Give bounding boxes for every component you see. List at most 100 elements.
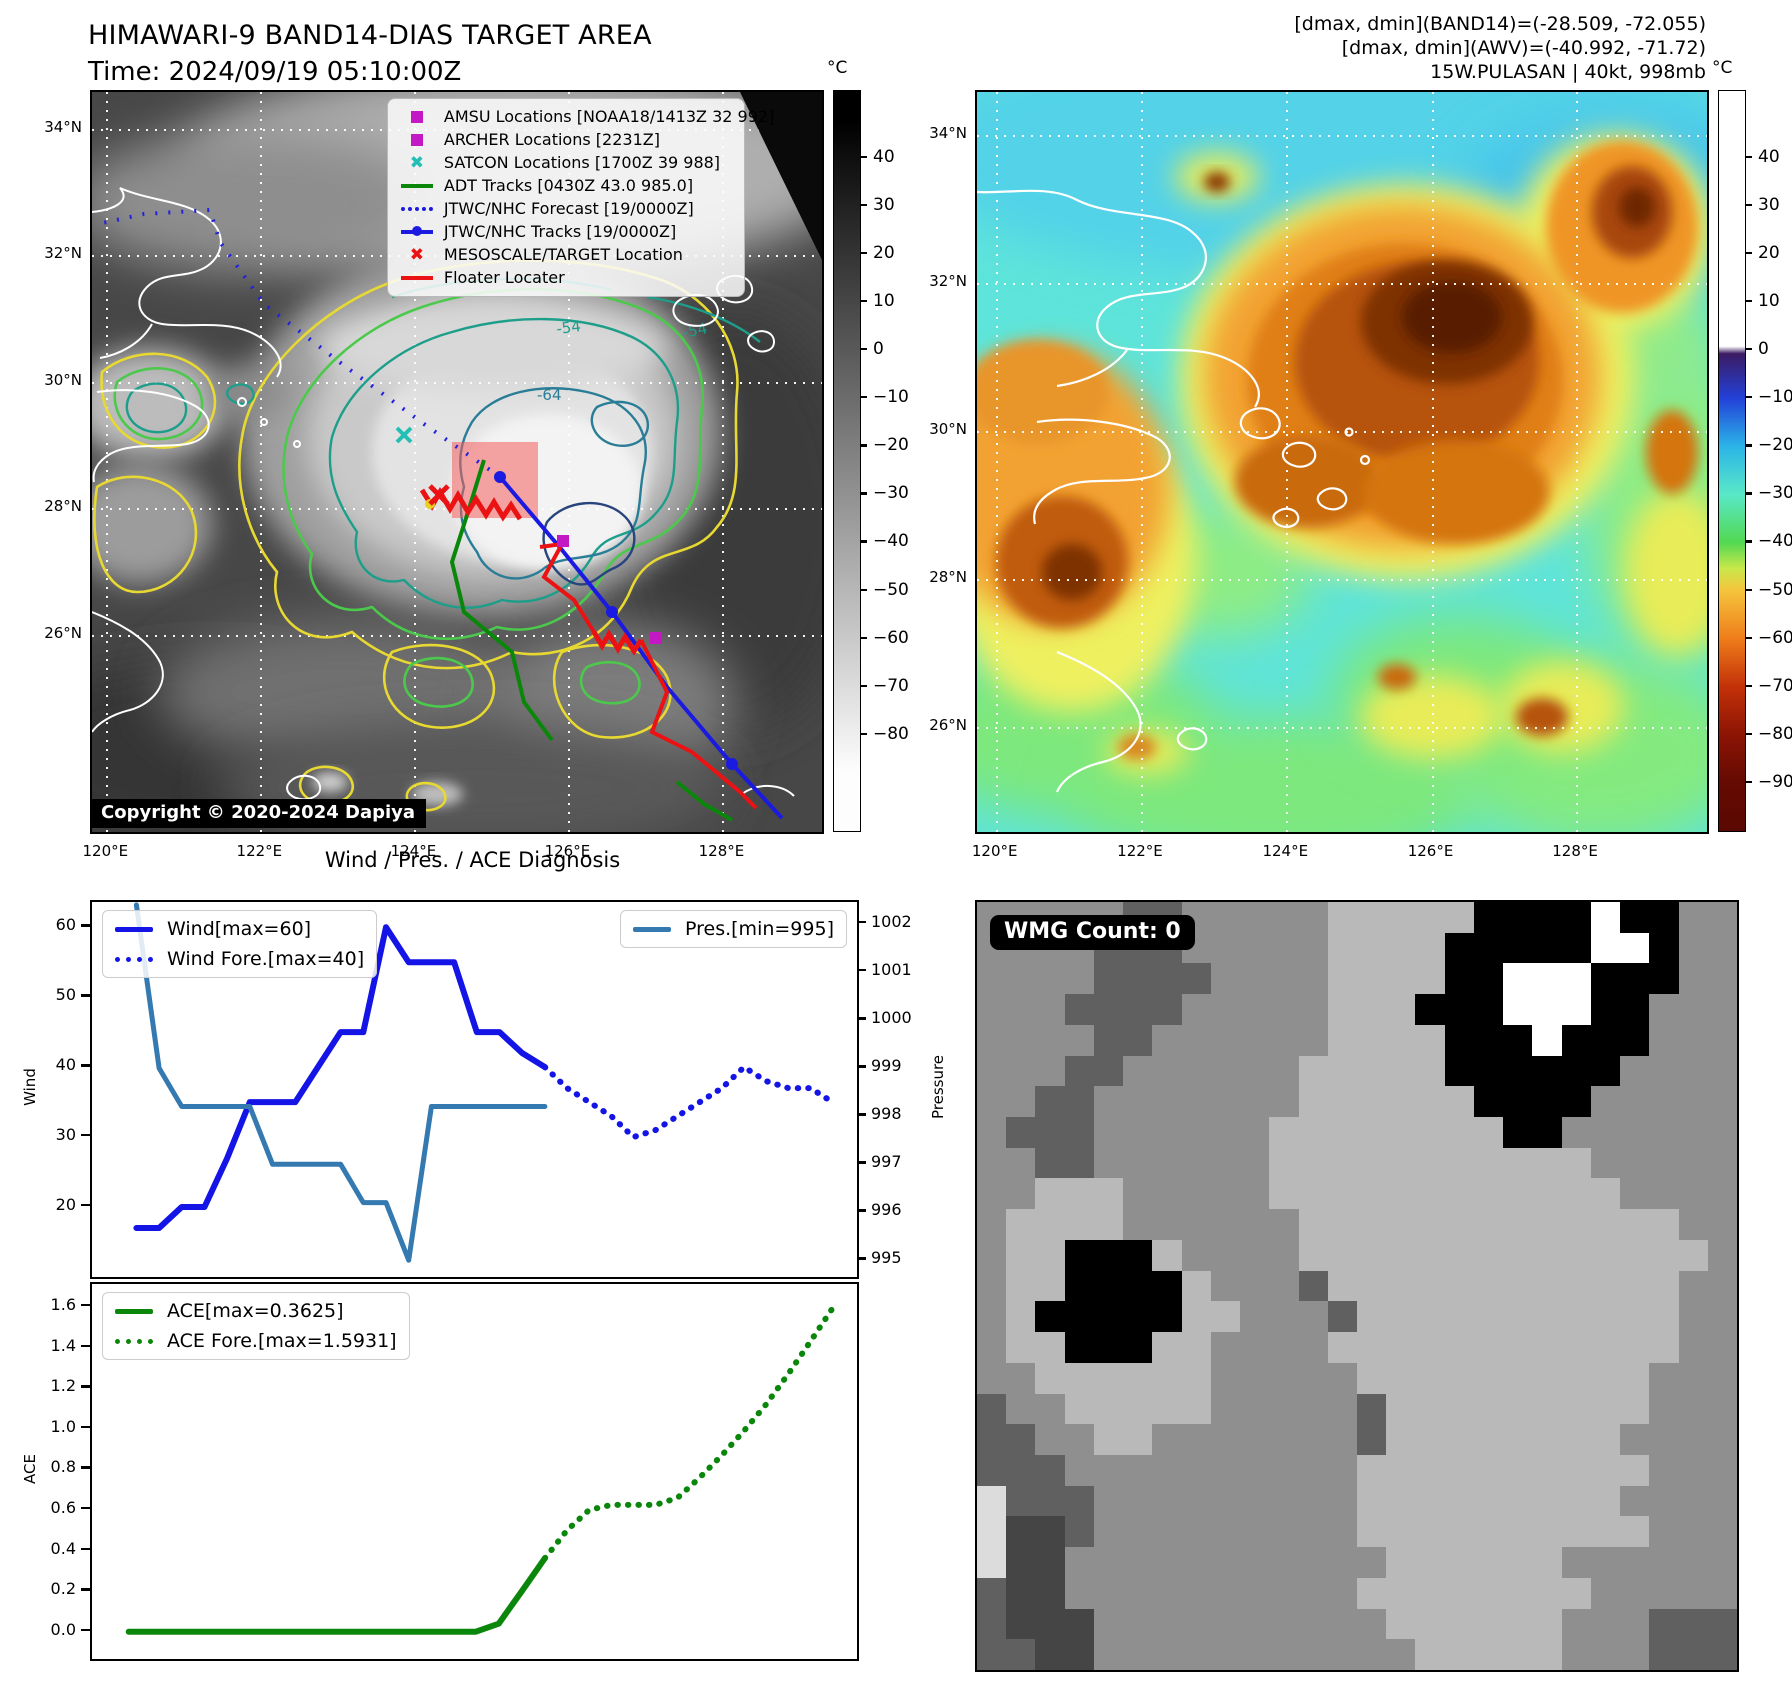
band14-lat-tick-label: 34°N — [44, 117, 82, 136]
colorbar-tick-label: −10 — [873, 387, 909, 408]
wmg-cell — [1590, 1608, 1621, 1640]
wmg-cell — [1561, 1117, 1591, 1148]
map-legend-item: ✖ SATCON Locations [1700Z 39 988] — [400, 153, 732, 173]
colorbar-tick — [1745, 492, 1752, 495]
wmg-cell — [1006, 1147, 1036, 1179]
wmg-cell — [1240, 1516, 1270, 1548]
wmg-cell — [1123, 1424, 1153, 1455]
wmg-cell — [1298, 902, 1328, 933]
contour-label-54-a: -54 — [555, 317, 582, 338]
wmg-cell — [1386, 1332, 1416, 1363]
map-legend-item: JTWC/NHC Forecast [19/0000Z] — [400, 199, 732, 219]
wmg-cell — [1181, 1024, 1211, 1056]
wmg-cell — [1240, 1454, 1270, 1486]
wmg-cell — [1590, 902, 1621, 933]
wmg-cell — [1503, 1086, 1533, 1118]
wind-axis-label: Wind — [21, 1067, 39, 1106]
wmg-cell — [1386, 1239, 1416, 1271]
map-legend-label: Floater Locater — [443, 268, 565, 288]
wmg-cell — [977, 1178, 1007, 1210]
wmg-cell — [1620, 1608, 1650, 1640]
wmg-cell — [1123, 1178, 1153, 1210]
band14-lon-tick-label: 128°E — [698, 842, 745, 860]
wmg-cell — [1444, 1117, 1474, 1148]
wmg-cell — [1386, 1639, 1416, 1670]
wmg-cell — [1357, 1209, 1387, 1240]
wmg-cell — [1298, 1577, 1328, 1609]
wmg-cell — [1327, 994, 1357, 1025]
colorbar-unit-label: °C — [827, 58, 848, 78]
wmg-cell — [1473, 1270, 1504, 1302]
wmg-cell — [1357, 1393, 1387, 1425]
wmg-cell — [1473, 902, 1504, 933]
wmg-cell — [1327, 1239, 1357, 1271]
wmg-cell — [1415, 1301, 1445, 1333]
wmg-cell — [1064, 1577, 1094, 1609]
wmg-cell — [1415, 1393, 1445, 1425]
dotted-line-legend-marker-icon — [115, 956, 155, 962]
wmg-cell — [977, 1393, 1007, 1425]
wmg-cell — [1035, 1086, 1065, 1118]
wmg-cell — [1298, 1516, 1328, 1548]
wmg-cell — [1649, 1485, 1679, 1517]
wmg-cell — [1678, 1608, 1708, 1640]
wmg-cell — [977, 1516, 1007, 1548]
wmg-cell — [1503, 1117, 1533, 1148]
wmg-cell — [1327, 902, 1357, 933]
wmg-cell — [1532, 1117, 1562, 1148]
wmg-cell — [1415, 1270, 1445, 1302]
wmg-cell — [1415, 1178, 1445, 1210]
wmg-cell — [1210, 1024, 1241, 1056]
wmg-cell — [977, 1086, 1007, 1118]
colorbar-tick — [1745, 251, 1752, 255]
wmg-cell — [1152, 1516, 1182, 1548]
wmg-cell — [1210, 932, 1241, 964]
wmg-cell — [1473, 932, 1504, 964]
colorbar-tick-label: 40 — [873, 146, 895, 167]
wmg-cell — [977, 1577, 1007, 1609]
wmg-cell — [1444, 1055, 1474, 1087]
wmg-cell — [1386, 1301, 1416, 1333]
map-legend-label: MESOSCALE/TARGET Location — [443, 245, 683, 265]
wmg-cell — [1532, 1424, 1562, 1455]
wmg-cell — [1035, 1332, 1065, 1363]
wmg-cell — [1473, 1301, 1504, 1333]
wmg-cell — [1357, 1485, 1387, 1517]
wmg-cell — [1444, 1362, 1474, 1394]
colorbar-tick-label: −40 — [873, 531, 909, 552]
wmg-cell — [1064, 1024, 1094, 1056]
chart-legend-label: ACE Fore.[max=1.5931] — [167, 1330, 397, 1352]
coastline — [92, 187, 795, 801]
wmg-cell — [1590, 1086, 1621, 1118]
wmg-cell — [1444, 1393, 1474, 1425]
wmg-cell — [1386, 1393, 1416, 1425]
wmg-cell — [1298, 1055, 1328, 1087]
wmg-cell — [1649, 963, 1679, 995]
wmg-cell — [1590, 1301, 1621, 1333]
wmg-cell — [1386, 1608, 1416, 1640]
wmg-cell — [1210, 1639, 1241, 1670]
wmg-cell — [1093, 1086, 1124, 1118]
wmg-cell — [1327, 1639, 1357, 1670]
wmg-cell — [1093, 1424, 1124, 1455]
wmg-cell — [1298, 1608, 1328, 1640]
wmg-cell — [1210, 1485, 1241, 1517]
wmg-cell — [1240, 1055, 1270, 1087]
wmg-cell — [1386, 1454, 1416, 1486]
wmg-cell — [1093, 1239, 1124, 1271]
x-legend-marker-icon: ✖ — [409, 152, 425, 173]
wmg-cell — [1064, 1608, 1094, 1640]
wmg-cell — [1152, 1086, 1182, 1118]
wmg-cell — [1035, 1209, 1065, 1240]
wmg-cell — [1210, 1239, 1241, 1271]
wmg-cell — [1561, 932, 1591, 964]
wmg-cell — [1561, 994, 1591, 1025]
wmg-cell — [1093, 1270, 1124, 1302]
wmg-cell — [1678, 1393, 1708, 1425]
wmg-cell — [1181, 1424, 1211, 1455]
wmg-cell — [1620, 1178, 1650, 1210]
wmg-cell — [1532, 1301, 1562, 1333]
wmg-cell — [1561, 1577, 1591, 1609]
wmg-cell — [1093, 1485, 1124, 1517]
